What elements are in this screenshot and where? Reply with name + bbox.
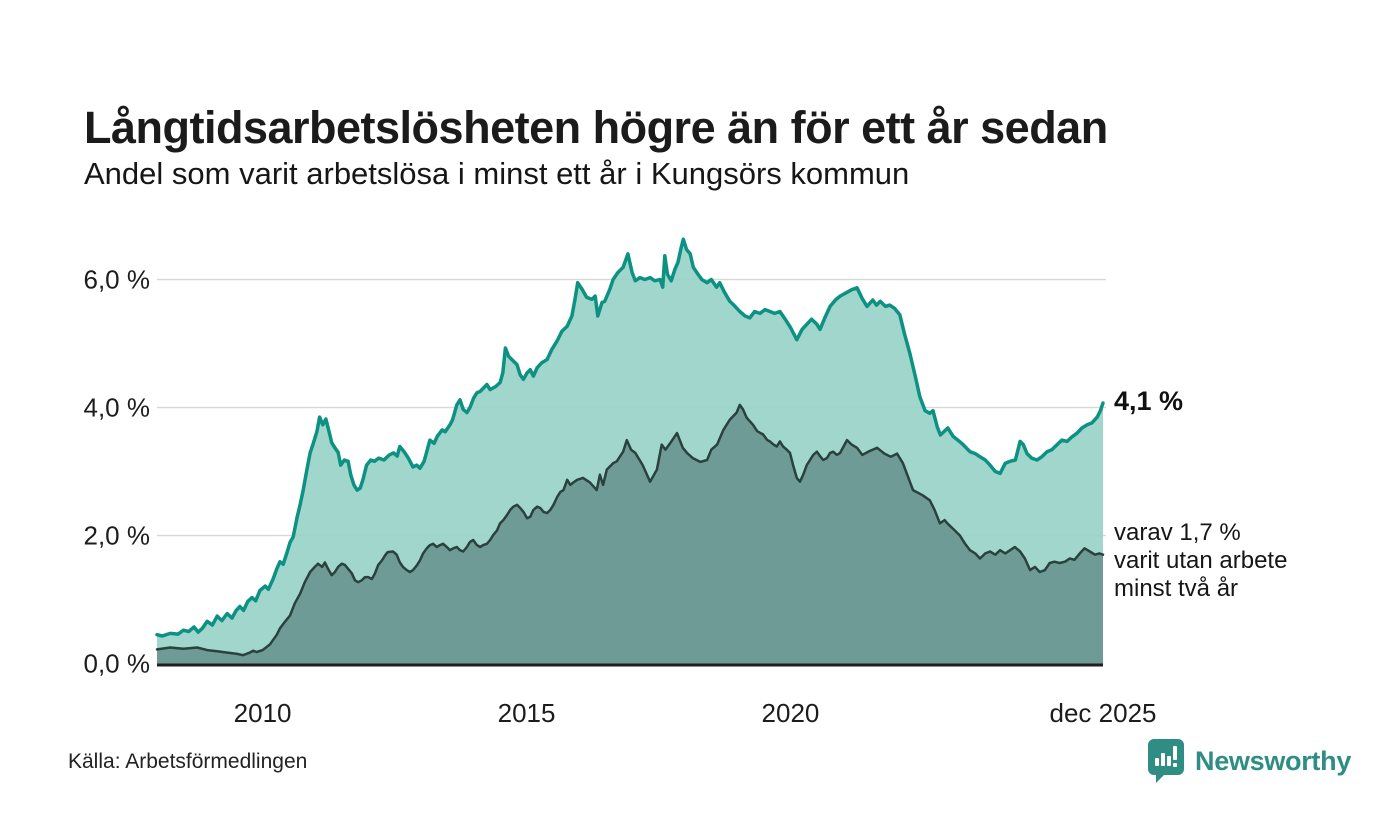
x-axis-tick-label: 2010 (234, 698, 292, 728)
x-axis-tick-label: dec 2025 (1050, 698, 1157, 728)
page-title: Långtidsarbetslösheten högre än för ett … (84, 102, 1108, 154)
source-caption: Källa: Arbetsförmedlingen (68, 750, 308, 773)
y-axis-tick-label: 2,0 % (84, 521, 151, 551)
y-axis-tick-label: 4,0 % (84, 393, 151, 423)
line-series-2yr (155, 403, 1105, 657)
series-end-label-2yr-line1: varav 1,7 % (1114, 518, 1241, 546)
newsworthy-logo-icon (1148, 739, 1184, 783)
area-series-2yr (157, 404, 1103, 664)
series-end-label-2yr-line2: varit utan arbete (1114, 546, 1288, 574)
line-series-1yr (155, 237, 1105, 638)
x-axis-tick-label: 2015 (498, 698, 556, 728)
newsworthy-logo[interactable]: Newsworthy (1147, 738, 1351, 784)
series-end-label-2yr-line3: minst två år (1114, 574, 1239, 602)
chart-subtitle: Andel som varit arbetslösa i minst ett å… (84, 156, 910, 191)
x-axis-tick-label: 2020 (762, 698, 820, 728)
series-end-label-1yr: 4,1 % (1114, 386, 1184, 417)
newsworthy-logo-text: Newsworthy (1195, 745, 1352, 776)
y-axis-tick-label: 0,0 % (84, 649, 151, 679)
y-axis-tick-label: 6,0 % (84, 265, 151, 295)
series-end-label-2yr: varav 1,7 % varit utan arbete minst två … (1114, 519, 1287, 603)
